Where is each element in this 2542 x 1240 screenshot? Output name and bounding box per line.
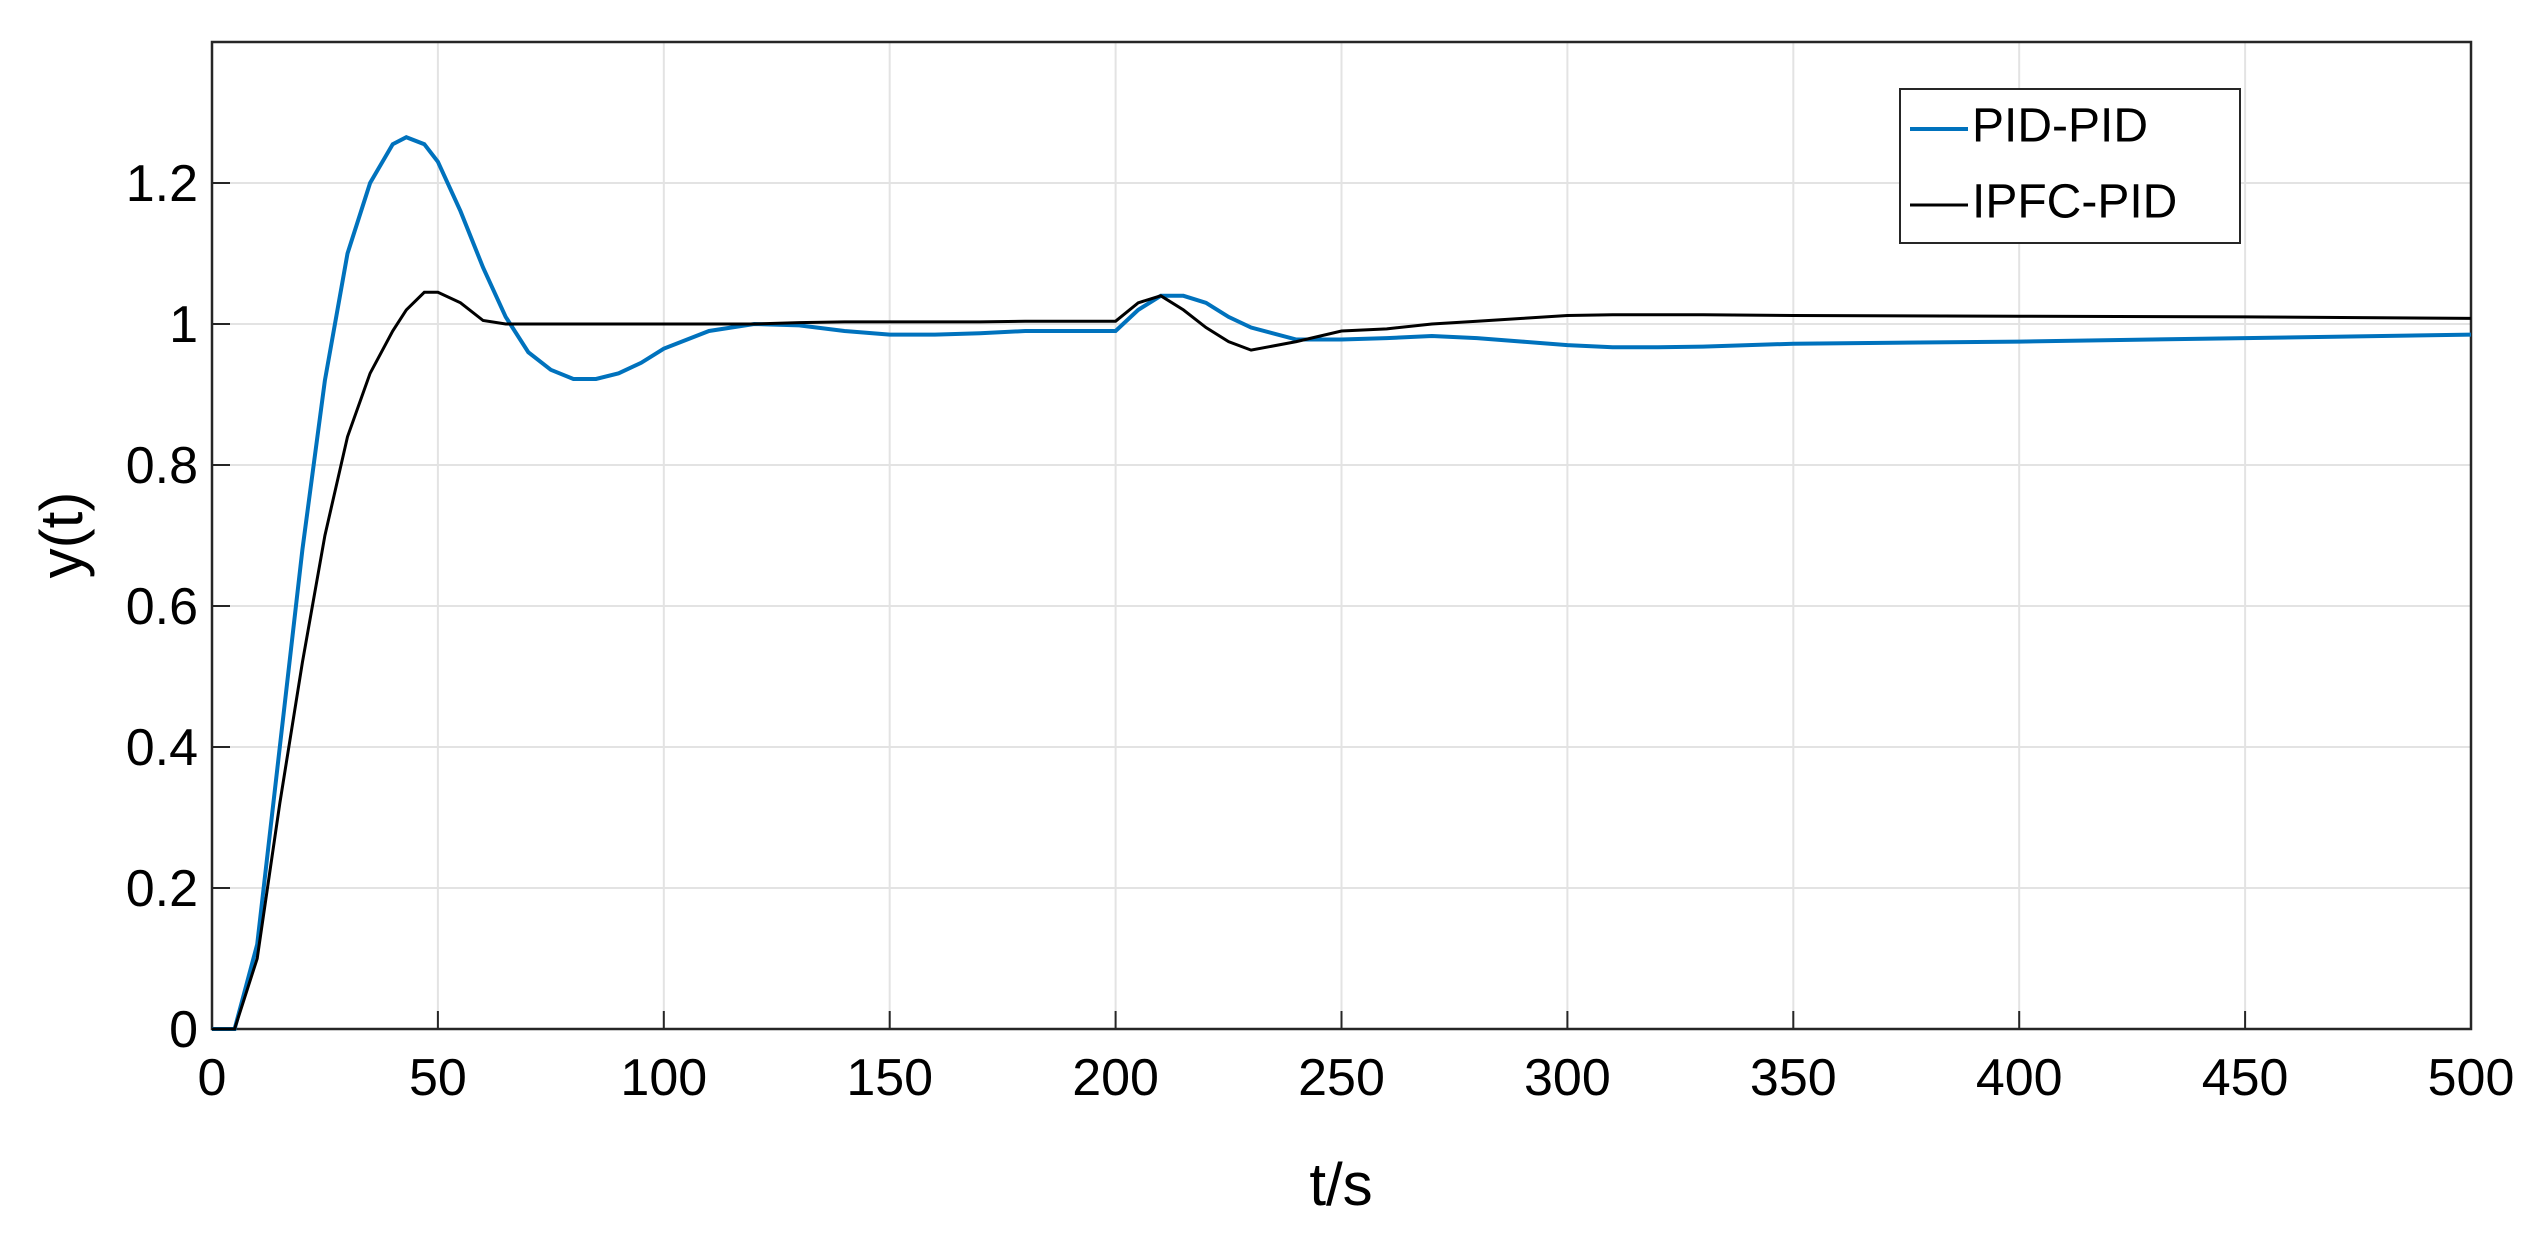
series-line xyxy=(212,290,2472,1031)
y-tick-label: 0.2 xyxy=(126,860,198,918)
x-axis-label: t/s xyxy=(1309,1151,1372,1218)
x-tick-label: 500 xyxy=(2428,1049,2515,1107)
y-tick-label: 0 xyxy=(169,1001,198,1059)
legend-box xyxy=(1899,88,2241,244)
x-tick-label: 450 xyxy=(2202,1049,2289,1107)
legend-label: PID-PID xyxy=(1972,100,2148,153)
x-tick-label: 200 xyxy=(1072,1049,1159,1107)
x-tick-label: 50 xyxy=(409,1049,467,1107)
y-tick-label: 1 xyxy=(169,296,198,354)
y-axis-label: y(t) xyxy=(28,492,95,579)
axes-box xyxy=(210,40,2473,1031)
x-tick-label: 350 xyxy=(1750,1049,1837,1107)
y-tick-label: 1.2 xyxy=(126,155,198,213)
legend-label: IPFC-PID xyxy=(1972,176,2177,229)
y-tick-label: 0.6 xyxy=(126,578,198,636)
y-tick-label: 0.4 xyxy=(126,719,198,777)
x-tick-label: 150 xyxy=(846,1049,933,1107)
x-tick-label: 100 xyxy=(620,1049,707,1107)
x-tick-label: 300 xyxy=(1524,1049,1611,1107)
series-line xyxy=(212,135,2472,1031)
x-tick-label: 400 xyxy=(1976,1049,2063,1107)
y-tick-label: 0.8 xyxy=(126,437,198,495)
x-tick-label: 250 xyxy=(1298,1049,1385,1107)
x-tick-label: 0 xyxy=(198,1049,227,1107)
